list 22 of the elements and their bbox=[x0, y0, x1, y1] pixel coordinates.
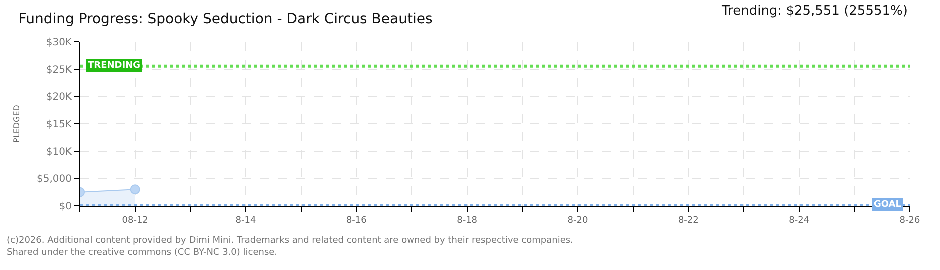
text: Trending: $25,551 (25551%) bbox=[721, 4, 908, 19]
x-tick-label: 8-22 bbox=[678, 216, 699, 226]
x-tick-label: 8-14 bbox=[236, 216, 256, 226]
y-tick-label: $20K bbox=[46, 92, 72, 104]
y-tick-label: $30K bbox=[46, 38, 72, 48]
x-tick-label: 8-24 bbox=[789, 216, 810, 226]
y-tick-label: $15K bbox=[46, 120, 72, 130]
x-tick-label: 8-18 bbox=[457, 216, 478, 226]
y-tick-label: $0 bbox=[59, 202, 72, 212]
x-tick-label: 8-20 bbox=[568, 216, 588, 226]
x-tick-label: 8-26 bbox=[900, 216, 920, 226]
text: (c)2026. Additional content provided by Dimi Mini. Trademarks and related content are owned by their respective companies. bbox=[7, 236, 574, 246]
x-tick-label: 08-12 bbox=[122, 216, 148, 226]
ref-line-label: GOAL bbox=[874, 200, 902, 210]
y-tick-label: $10K bbox=[46, 146, 72, 158]
y-tick-label: $25K bbox=[46, 64, 72, 76]
ref-line-label: TRENDING bbox=[88, 61, 140, 71]
text: Shared under the creative commons (CC BY-NC 3.0) license. bbox=[7, 248, 278, 258]
chart-title: Funding Progress: Spooky Seduction - Dark Circus Beauties bbox=[18, 11, 433, 28]
y-axis-title: PLEDGED bbox=[12, 105, 22, 143]
x-tick-label: 8-16 bbox=[346, 216, 368, 226]
y-tick-label: $5,000 bbox=[37, 174, 72, 186]
